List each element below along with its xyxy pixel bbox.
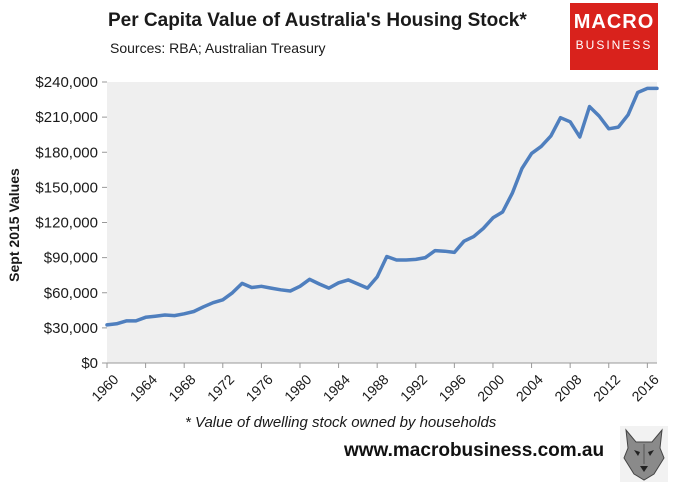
x-tick-label: 2012 [590, 371, 623, 404]
y-tick-label: $180,000 [35, 144, 98, 161]
y-axis: $0 $30,000 $60,000 $90,000 $120,000 $150,000 $… [35, 74, 107, 372]
x-tick-label: 1968 [165, 371, 198, 404]
y-tick-label: $120,000 [35, 215, 98, 232]
x-tick-label: 1980 [281, 371, 314, 404]
y-tick-label: $210,000 [35, 109, 98, 126]
chart-title: Per Capita Value of Australia's Housing … [108, 10, 527, 31]
x-tick-label: 2008 [551, 371, 584, 404]
wolf-mascot-icon [620, 426, 668, 482]
y-tick-label: $60,000 [44, 285, 98, 302]
footnote: * Value of dwelling stock owned by house… [185, 414, 497, 431]
series-line-housing-value [105, 86, 659, 327]
x-tick-label: 1988 [358, 371, 391, 404]
x-tick-label: 1960 [88, 371, 121, 404]
macrobusiness-logo[interactable]: MACRO BUSINESS [570, 3, 658, 70]
chart-subtitle: Sources: RBA; Australian Treasury [110, 40, 326, 56]
x-tick-label: 2016 [628, 371, 661, 404]
y-tick-label: $240,000 [35, 74, 98, 91]
website-link[interactable]: www.macrobusiness.com.au [344, 440, 605, 461]
x-tick-label: 1996 [436, 371, 469, 404]
x-axis: 1960 1964 1968 1972 1976 1980 1984 1988 1992 1996… [88, 363, 662, 405]
x-tick-label: 1972 [204, 371, 237, 404]
x-tick-label: 1992 [397, 371, 430, 404]
x-tick-label: 2000 [474, 371, 507, 404]
y-tick-label: $150,000 [35, 179, 98, 196]
logo-line2: BUSINESS [575, 38, 653, 52]
x-tick-label: 1976 [243, 371, 276, 404]
logo-line1: MACRO [573, 11, 655, 33]
y-tick-label: $30,000 [44, 320, 98, 337]
y-tick-label: $90,000 [44, 250, 98, 267]
plot-area [107, 82, 657, 363]
x-tick-label: 1964 [127, 371, 160, 404]
x-tick-label: 2004 [513, 371, 546, 404]
x-tick-label: 1984 [320, 371, 353, 404]
y-tick-label: $0 [81, 355, 98, 372]
